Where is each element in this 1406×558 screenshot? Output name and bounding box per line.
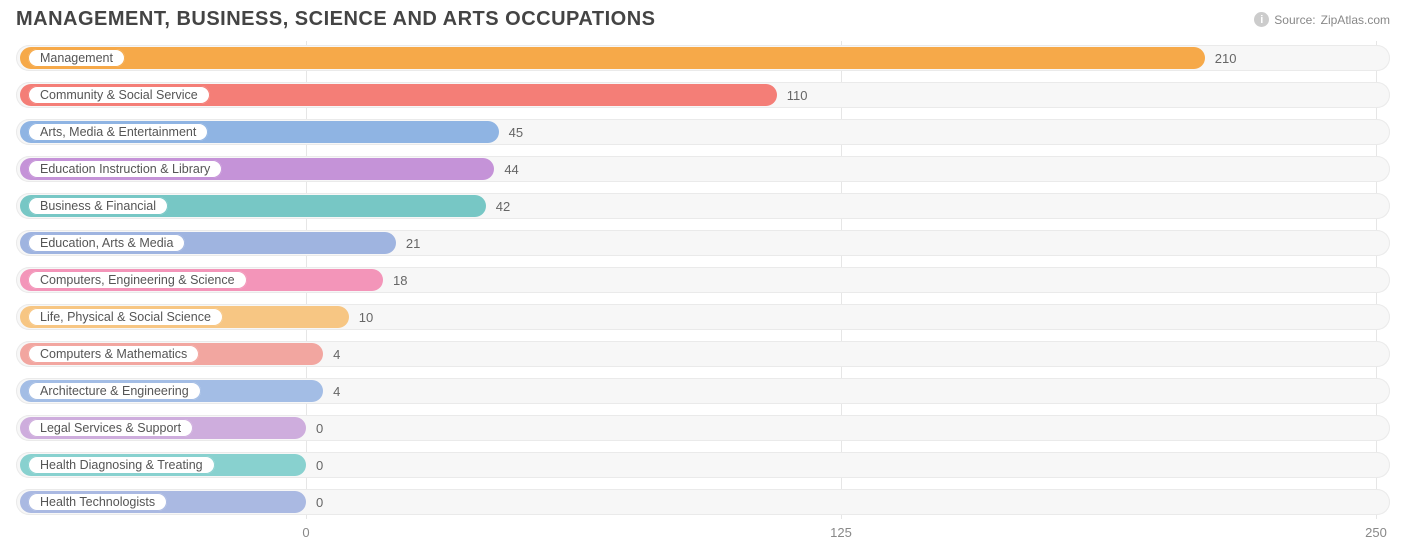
bar-row: Legal Services & Support 0 [16,411,1390,445]
plot-area: Management210Community & Social Service1… [16,41,1390,519]
category-pill: Health Diagnosing & Treating [28,456,215,474]
x-tick-label: 125 [830,525,852,540]
info-icon: i [1254,12,1269,27]
value-label: 0 [316,448,323,482]
chart-container: MANAGEMENT, BUSINESS, SCIENCE AND ARTS O… [0,0,1406,558]
category-pill: Health Technologists [28,493,167,511]
bar-row: Health Diagnosing & Treating 0 [16,448,1390,482]
value-label: 21 [406,226,420,260]
category-pill: Computers, Engineering & Science [28,271,247,289]
source-name: ZipAtlas.com [1321,13,1390,27]
source-prefix: Source: [1274,13,1315,27]
bar-row: Life, Physical & Social Science 10 [16,300,1390,334]
bar-row: Health Technologists 0 [16,485,1390,519]
chart-source: i Source: ZipAtlas.com [1254,12,1390,27]
value-label: 0 [316,485,323,519]
bar-row: Arts, Media & Entertainment 45 [16,115,1390,149]
value-label: 4 [333,374,340,408]
bar-row: Computers & Mathematics 4 [16,337,1390,371]
bar-row: Business & Financial 42 [16,189,1390,223]
value-label: 110 [787,78,808,112]
category-pill: Education Instruction & Library [28,160,222,178]
value-label: 45 [509,115,523,149]
value-label: 42 [496,189,510,223]
bar-row: Education Instruction & Library 44 [16,152,1390,186]
value-label: 4 [333,337,340,371]
category-pill: Legal Services & Support [28,419,193,437]
category-pill: Life, Physical & Social Science [28,308,223,326]
value-label: 10 [359,300,373,334]
x-tick-label: 250 [1365,525,1387,540]
bar-row: Architecture & Engineering 4 [16,374,1390,408]
chart-header: MANAGEMENT, BUSINESS, SCIENCE AND ARTS O… [16,8,1390,41]
x-tick-label: 0 [302,525,309,540]
chart-title: MANAGEMENT, BUSINESS, SCIENCE AND ARTS O… [16,8,655,31]
category-pill: Arts, Media & Entertainment [28,123,208,141]
value-label: 44 [504,152,518,186]
value-label: 18 [393,263,407,297]
category-pill: Computers & Mathematics [28,345,199,363]
value-label: 210 [1215,41,1237,75]
bar-row: Management 210 [16,41,1390,75]
category-pill: Business & Financial [28,197,168,215]
value-label: 0 [316,411,323,445]
bar-row: Computers, Engineering & Science 18 [16,263,1390,297]
category-pill: Management [28,49,125,67]
bar-fill [20,47,1205,69]
category-pill: Education, Arts & Media [28,234,185,252]
bar-row: Education, Arts & Media 21 [16,226,1390,260]
bars-wrap: Management210Community & Social Service1… [16,41,1390,519]
x-axis: 0 125 250 [16,523,1390,547]
category-pill: Architecture & Engineering [28,382,201,400]
bar-row: Community & Social Service 110 [16,78,1390,112]
category-pill: Community & Social Service [28,86,210,104]
